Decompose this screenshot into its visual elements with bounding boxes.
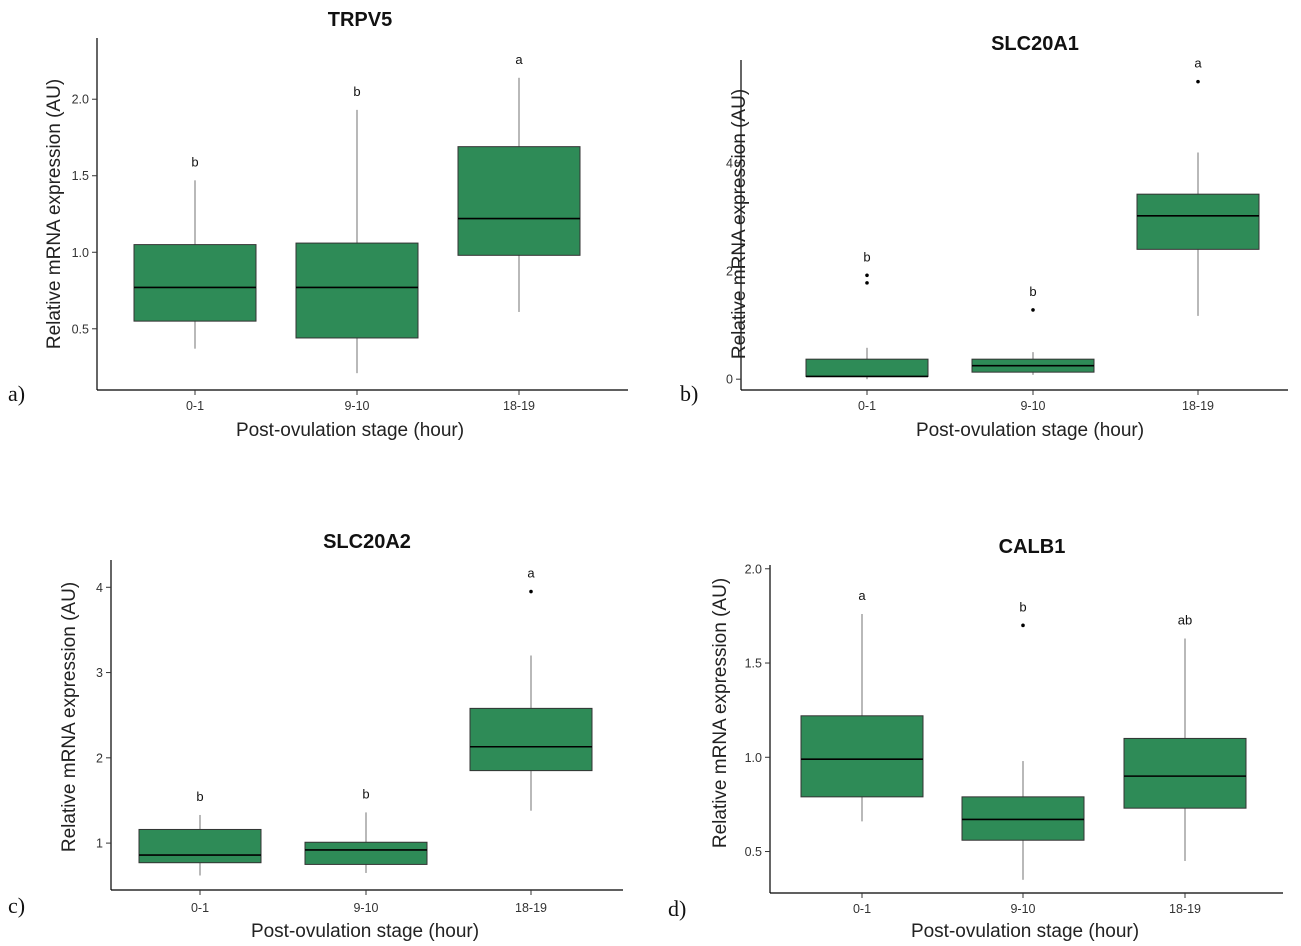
chart-panel-2: SLC20A1 b) 0 2 4 0-1 9-10 18-19 Post-ovulation s… [680, 33, 1288, 441]
significance-label: a [527, 566, 535, 581]
x-tick-label: 18-19 [1182, 399, 1214, 413]
chart-panel-1: TRPV5 a) 0.5 1.0 1.5 2.0 0-1 9-10 18-19 Post-ovul… [8, 9, 628, 441]
significance-label: b [353, 84, 360, 99]
x-tick-label: 0-1 [186, 399, 204, 413]
significance-label: b [1019, 599, 1026, 614]
outlier-point [1031, 308, 1035, 312]
box-9-10: b [304, 786, 428, 873]
outlier-point [1021, 623, 1025, 628]
x-axis-label: Post-ovulation stage (hour) [911, 921, 1139, 942]
iqr-box [457, 146, 581, 256]
y-axis-label: Relative mRNA expression (AU) [710, 578, 731, 848]
outlier-point [1196, 79, 1200, 84]
iqr-box [295, 242, 419, 339]
iqr-box [800, 715, 924, 798]
y-tick-label: 1.5 [72, 169, 89, 183]
y-tick-label: 1.0 [72, 246, 89, 260]
significance-label: b [191, 154, 198, 169]
chart-title: SLC20A2 [323, 531, 411, 553]
panel-label: a) [8, 381, 25, 406]
outlier-point [865, 273, 869, 278]
y-tick-label: 3 [96, 666, 103, 680]
panel-label: c) [8, 893, 25, 918]
box-9-10: b [971, 284, 1095, 375]
box-9-10: b [295, 84, 419, 374]
x-tick-label: 18-19 [515, 901, 547, 915]
significance-label: b [863, 249, 870, 264]
outlier-point [865, 281, 869, 285]
panel-label: b) [680, 381, 698, 406]
iqr-box [133, 244, 257, 322]
y-tick-label: 1 [96, 837, 103, 851]
x-tick-label: 9-10 [1010, 902, 1035, 916]
significance-label: b [1029, 284, 1036, 299]
y-tick-label: 4 [96, 581, 103, 595]
y-tick-label: 2.0 [745, 562, 762, 576]
significance-label: b [362, 786, 369, 801]
iqr-box [469, 707, 593, 772]
x-tick-label: 0-1 [191, 901, 209, 915]
iqr-box [805, 358, 929, 377]
significance-label: a [1194, 56, 1202, 71]
iqr-box [138, 828, 262, 864]
y-tick-label: 2.0 [72, 93, 89, 107]
chart-title: TRPV5 [328, 9, 392, 31]
y-tick-label: 0.5 [72, 322, 89, 336]
x-tick-label: 18-19 [503, 399, 535, 413]
y-axis-label: Relative mRNA expression (AU) [729, 89, 750, 359]
y-tick-label: 0.5 [745, 845, 762, 859]
box-18-19: a [1136, 56, 1260, 316]
outlier-point [529, 589, 533, 594]
x-tick-label: 18-19 [1169, 902, 1201, 916]
chart-title: CALB1 [999, 536, 1066, 558]
y-axis-label: Relative mRNA expression (AU) [44, 79, 65, 349]
box-0-1: b [138, 789, 262, 876]
chart-title: SLC20A1 [991, 33, 1079, 55]
box-18-19: ab [1123, 613, 1247, 861]
iqr-box [1136, 193, 1260, 250]
y-axis-label: Relative mRNA expression (AU) [59, 582, 80, 852]
significance-label: ab [1178, 613, 1192, 628]
iqr-box [1123, 737, 1247, 809]
x-axis-label: Post-ovulation stage (hour) [236, 420, 464, 441]
significance-label: b [196, 789, 203, 804]
significance-label: a [858, 588, 866, 603]
x-tick-label: 0-1 [858, 399, 876, 413]
box-9-10: b [961, 599, 1085, 880]
x-axis-label: Post-ovulation stage (hour) [251, 921, 479, 942]
y-tick-label: 2 [96, 751, 103, 765]
chart-panel-3: SLC20A2 c) 1 2 3 4 0-1 9-10 18-19 Post-ovulation … [8, 531, 623, 942]
significance-label: a [515, 52, 523, 67]
iqr-box [304, 841, 428, 865]
x-tick-label: 0-1 [853, 902, 871, 916]
box-0-1: b [805, 249, 929, 380]
y-tick-label: 0 [726, 373, 733, 387]
box-0-1: b [133, 154, 257, 349]
y-tick-label: 2 [726, 264, 733, 278]
x-axis-label: Post-ovulation stage (hour) [916, 420, 1144, 441]
x-tick-label: 9-10 [344, 399, 369, 413]
x-tick-label: 9-10 [353, 901, 378, 915]
box-0-1: a [800, 588, 924, 822]
panel-label: d) [668, 896, 686, 921]
y-tick-label: 1.0 [745, 751, 762, 765]
x-tick-label: 9-10 [1020, 399, 1045, 413]
box-18-19: a [457, 52, 581, 312]
y-tick-label: 1.5 [745, 657, 762, 671]
chart-panel-4: CALB1 d) 0.5 1.0 1.5 2.0 0-1 9-10 18-19 Post-ovul… [668, 536, 1283, 942]
box-18-19: a [469, 566, 593, 811]
y-tick-label: 4 [726, 156, 733, 170]
iqr-box [961, 796, 1085, 841]
